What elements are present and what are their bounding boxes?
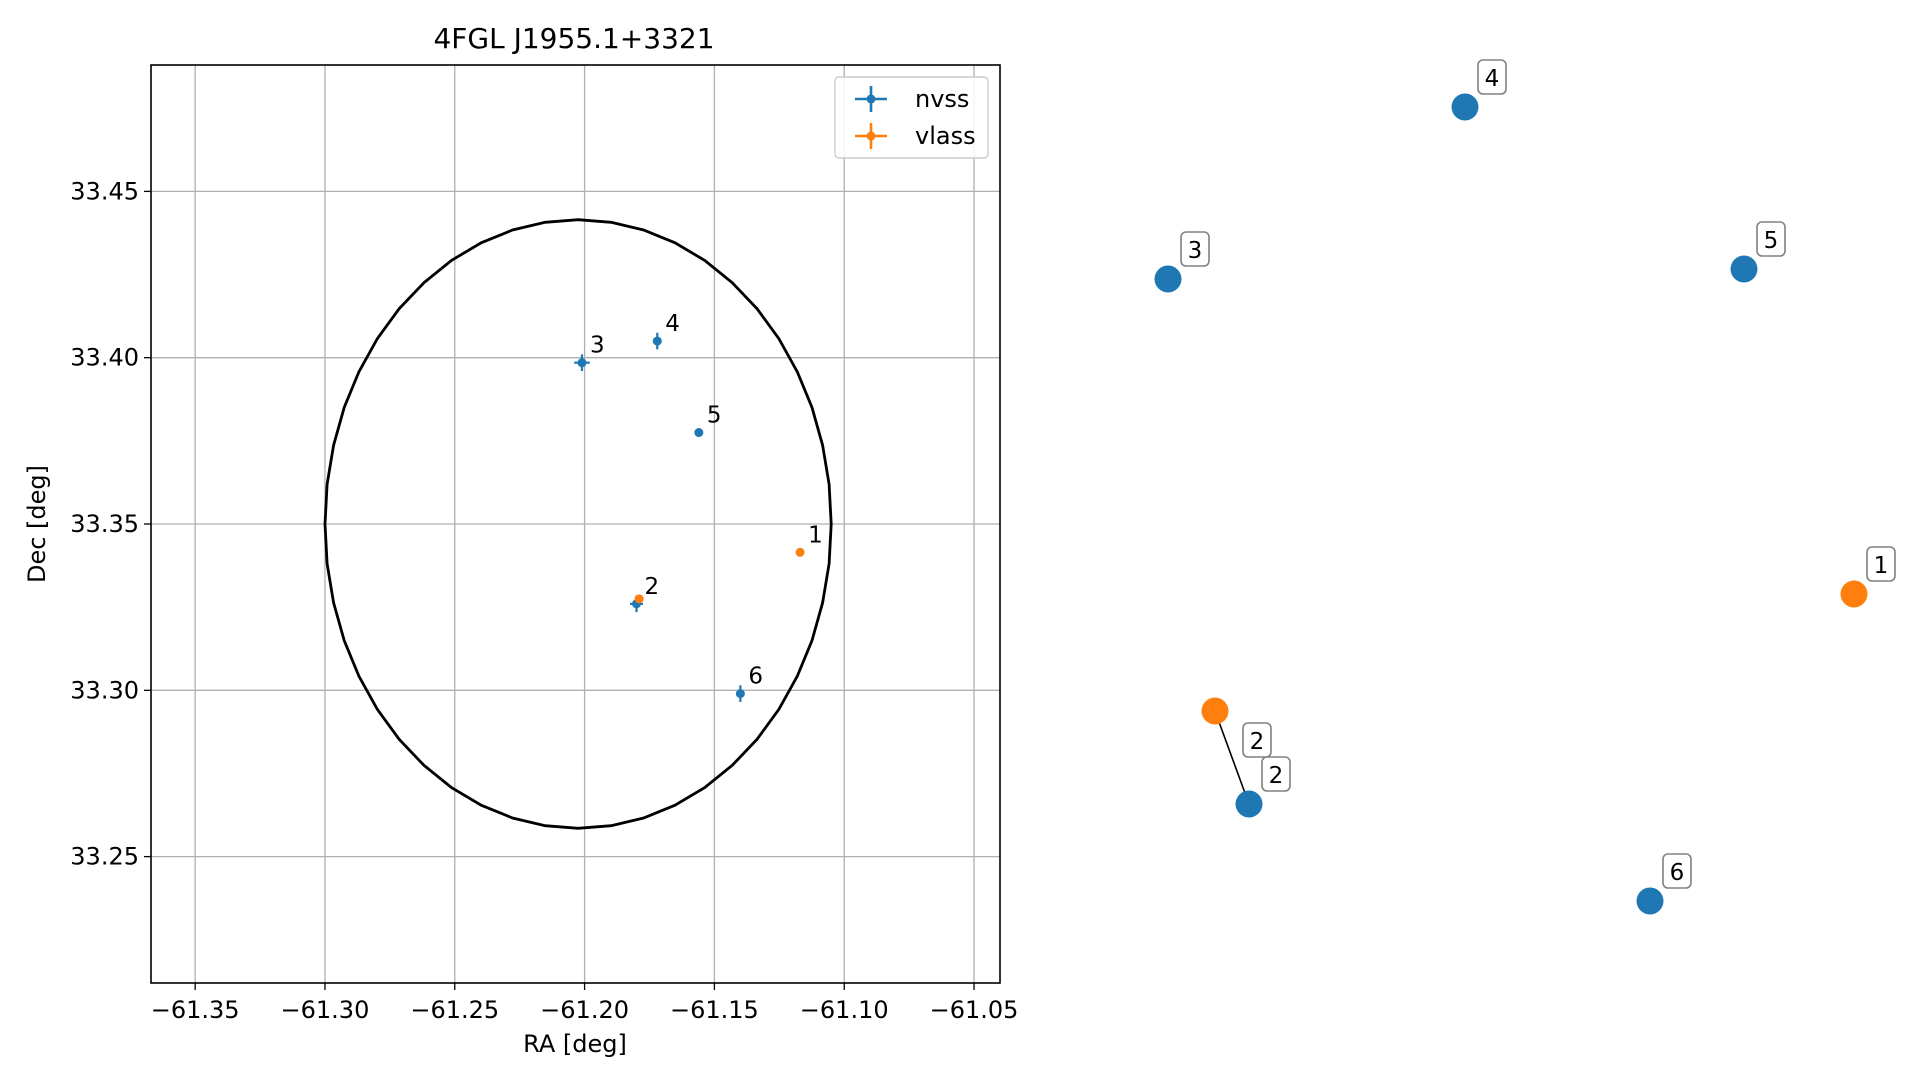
node-marker (1451, 93, 1479, 121)
y-axis-label: Dec [deg] (23, 465, 51, 583)
node-vlass-2: 2 (1201, 697, 1272, 758)
node-nvss-2: 2 (1235, 756, 1291, 818)
node-label: 1 (1874, 553, 1889, 579)
node-nvss-4: 4 (1451, 59, 1507, 121)
source-association-graph: 2 3 4 5 6 1 2 (1154, 59, 1896, 915)
point-marker (634, 594, 644, 604)
point-nvss-6: 6 (735, 664, 763, 702)
point-label: 3 (590, 333, 605, 359)
sources: 2 3 4 5 6 1 (574, 311, 823, 702)
legend: nvss vlass (834, 76, 989, 159)
node-marker (1840, 580, 1868, 608)
node-marker (1730, 255, 1758, 283)
point-label: 5 (707, 403, 722, 429)
point-marker (694, 428, 704, 438)
node-vlass-1: 1 (1840, 546, 1896, 608)
point-vlass-1: 1 (795, 522, 823, 557)
graph-nodes: 2 3 4 5 6 1 2 (1154, 59, 1896, 915)
legend-marker (866, 94, 876, 104)
legend-label: nvss (915, 85, 969, 113)
point-marker (795, 547, 805, 557)
point-marker (577, 358, 587, 368)
node-nvss-5: 5 (1730, 221, 1786, 283)
node-label-box (1756, 221, 1786, 257)
point-vlass-2 (634, 594, 644, 604)
legend-marker (866, 131, 876, 141)
node-marker (1201, 697, 1229, 725)
node-label-box (1242, 722, 1272, 758)
legend-label: vlass (915, 122, 976, 150)
node-label: 6 (1670, 860, 1685, 886)
node-marker (1154, 265, 1182, 293)
x-tick-label: −61.05 (930, 996, 1019, 1024)
point-nvss-2: 2 (630, 574, 660, 613)
node-label: 4 (1485, 66, 1500, 92)
legend-entry-nvss: nvss (855, 85, 969, 113)
node-nvss-3: 3 (1154, 231, 1210, 293)
point-label: 2 (645, 574, 660, 600)
legend-entry-vlass: vlass (855, 122, 976, 150)
x-tick-label: −61.10 (800, 996, 889, 1024)
axis-ticks: −61.35 −61.30 −61.25 −61.20 −61.15 −61.10 −61.… (70, 177, 1018, 1024)
point-nvss-3: 3 (574, 333, 605, 371)
point-nvss-5: 5 (694, 403, 721, 438)
y-tick-label: 33.35 (70, 510, 139, 538)
y-tick-label: 33.25 (70, 843, 139, 871)
y-tick-label: 33.40 (70, 344, 139, 372)
point-marker (652, 336, 662, 346)
node-marker (1235, 790, 1263, 818)
node-nvss-6: 6 (1636, 853, 1692, 915)
point-label: 4 (665, 311, 680, 337)
node-label: 2 (1250, 729, 1265, 755)
association-edge (1214, 710, 1250, 805)
legend-entries: nvss vlass (855, 85, 976, 150)
x-tick-label: −61.35 (151, 996, 240, 1024)
node-label-box (1866, 546, 1896, 582)
chart-title: 4FGL J1955.1+3321 (433, 22, 714, 55)
y-tick-label: 33.30 (70, 676, 139, 704)
point-label: 6 (748, 664, 763, 690)
x-axis-label: RA [deg] (523, 1030, 627, 1058)
x-tick-label: −61.15 (670, 996, 759, 1024)
point-nvss-4: 4 (652, 311, 680, 350)
localization-ellipse (323, 218, 833, 830)
node-label-box (1261, 756, 1291, 792)
y-tick-label: 33.45 (70, 177, 139, 205)
x-tick-label: −61.20 (540, 996, 629, 1024)
node-label: 3 (1188, 238, 1203, 264)
node-label-box (1477, 59, 1507, 95)
node-label-box (1180, 231, 1210, 267)
x-tick-label: −61.25 (410, 996, 499, 1024)
point-marker (735, 689, 745, 699)
ellipse-outline (323, 218, 833, 830)
graph-edges (1214, 710, 1250, 805)
node-label: 2 (1269, 763, 1284, 789)
node-marker (1636, 887, 1664, 915)
node-label-box (1662, 853, 1692, 889)
node-label: 5 (1764, 228, 1779, 254)
point-label: 1 (808, 522, 823, 548)
x-tick-label: −61.30 (281, 996, 370, 1024)
